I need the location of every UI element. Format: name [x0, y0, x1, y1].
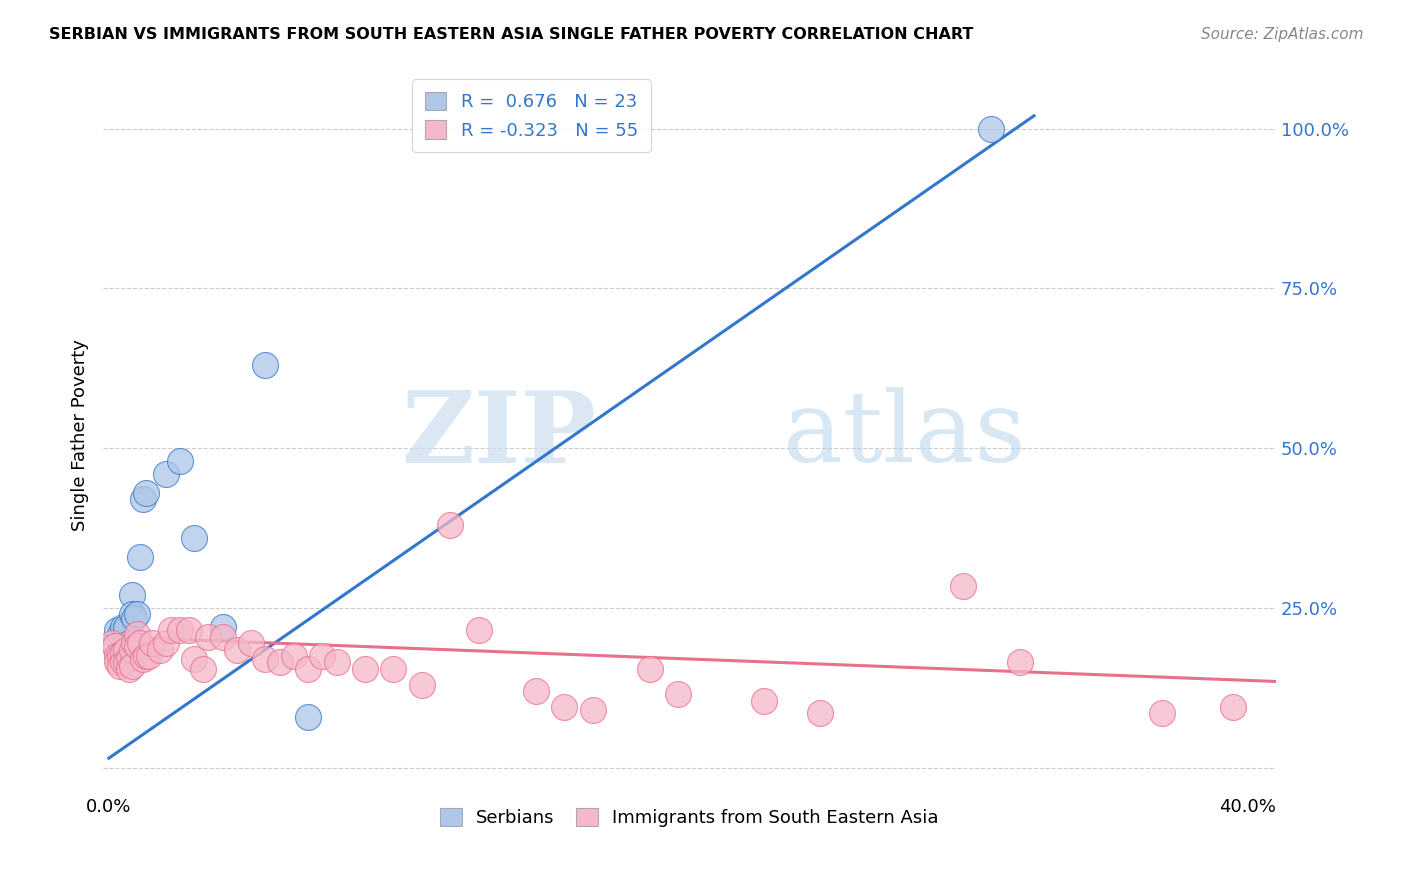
Point — [311, 648, 333, 663]
Point — [382, 662, 405, 676]
Point — [149, 642, 172, 657]
Point — [105, 656, 128, 670]
Point — [1008, 656, 1031, 670]
Point — [439, 517, 461, 532]
Point — [297, 662, 319, 676]
Point — [112, 620, 135, 634]
Point — [254, 652, 277, 666]
Point — [135, 648, 157, 663]
Point — [354, 662, 377, 676]
Point — [638, 662, 661, 676]
Point — [1152, 706, 1174, 721]
Point — [183, 652, 205, 666]
Point — [283, 648, 305, 663]
Point — [115, 620, 138, 634]
Point — [132, 652, 155, 666]
Text: atlas: atlas — [783, 387, 1026, 483]
Point — [105, 648, 128, 663]
Point — [138, 648, 160, 663]
Point — [115, 656, 138, 670]
Point — [108, 642, 131, 657]
Point — [191, 662, 214, 676]
Point — [141, 636, 163, 650]
Point — [254, 358, 277, 372]
Point — [121, 658, 143, 673]
Point — [211, 630, 233, 644]
Point — [240, 636, 263, 650]
Point — [980, 121, 1002, 136]
Point — [582, 703, 605, 717]
Point — [468, 624, 491, 638]
Point — [524, 684, 547, 698]
Point — [169, 454, 191, 468]
Point — [1222, 700, 1244, 714]
Point — [103, 640, 125, 654]
Text: SERBIAN VS IMMIGRANTS FROM SOUTH EASTERN ASIA SINGLE FATHER POVERTY CORRELATION : SERBIAN VS IMMIGRANTS FROM SOUTH EASTERN… — [49, 27, 973, 42]
Point — [121, 642, 143, 657]
Point — [118, 652, 141, 666]
Point — [129, 549, 152, 564]
Point — [132, 492, 155, 507]
Point — [100, 636, 122, 650]
Point — [211, 620, 233, 634]
Point — [112, 656, 135, 670]
Legend: Serbians, Immigrants from South Eastern Asia: Serbians, Immigrants from South Eastern … — [433, 801, 946, 834]
Point — [121, 607, 143, 622]
Point — [810, 706, 832, 721]
Point — [105, 624, 128, 638]
Point — [411, 678, 433, 692]
Point — [269, 656, 291, 670]
Text: ZIP: ZIP — [401, 387, 596, 483]
Point — [952, 579, 974, 593]
Point — [177, 624, 200, 638]
Point — [108, 626, 131, 640]
Point — [752, 693, 775, 707]
Point — [108, 648, 131, 663]
Point — [127, 607, 149, 622]
Point — [108, 658, 131, 673]
Point — [197, 630, 219, 644]
Point — [127, 626, 149, 640]
Y-axis label: Single Father Poverty: Single Father Poverty — [72, 340, 89, 532]
Point — [124, 636, 146, 650]
Point — [103, 636, 125, 650]
Point — [160, 624, 183, 638]
Point — [135, 486, 157, 500]
Point — [121, 588, 143, 602]
Point — [183, 531, 205, 545]
Point — [124, 610, 146, 624]
Point — [553, 700, 575, 714]
Point — [112, 646, 135, 660]
Point — [325, 656, 347, 670]
Point — [115, 624, 138, 638]
Point — [666, 687, 689, 701]
Point — [297, 709, 319, 723]
Point — [169, 624, 191, 638]
Point — [226, 642, 249, 657]
Point — [127, 640, 149, 654]
Text: Source: ZipAtlas.com: Source: ZipAtlas.com — [1201, 27, 1364, 42]
Point — [155, 467, 177, 481]
Point — [129, 636, 152, 650]
Point — [155, 636, 177, 650]
Point — [118, 662, 141, 676]
Point — [118, 636, 141, 650]
Point — [112, 636, 135, 650]
Point — [115, 642, 138, 657]
